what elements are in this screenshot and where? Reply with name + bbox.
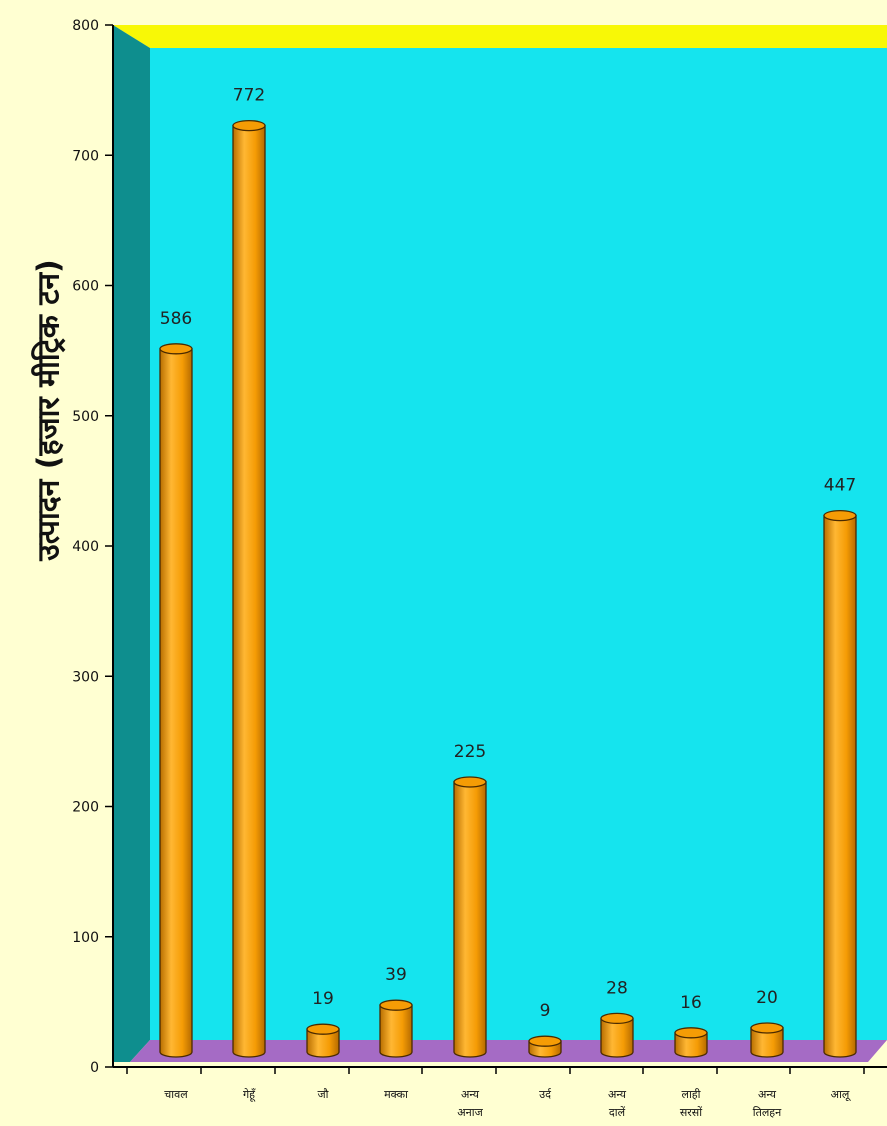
chart-top-band <box>113 25 887 48</box>
bar <box>674 1027 708 1058</box>
y-tick-label: 500 <box>72 409 99 425</box>
x-tick-label: उर्द <box>539 1088 552 1101</box>
bar <box>232 119 266 1058</box>
category-labels: चावल गेहूँ जौ मक्का अन्य अनाज उर्द अन्य दालें लाह… <box>164 1088 851 1119</box>
data-label: 772 <box>233 86 265 106</box>
x-tick-label: सरसों <box>680 1106 702 1119</box>
x-tick-label: अनाज <box>457 1106 483 1119</box>
y-tick-label: 800 <box>72 18 99 34</box>
data-label: 20 <box>756 988 778 1008</box>
data-label: 28 <box>606 978 628 998</box>
y-ticks: 0 100 200 300 400 500 600 700 800 <box>72 18 113 1076</box>
x-tick-label: जौ <box>317 1088 328 1101</box>
bar-cap <box>674 1027 708 1039</box>
data-label: 39 <box>385 965 407 985</box>
y-tick-label: 600 <box>72 279 99 295</box>
bar-cap <box>379 999 413 1011</box>
bar <box>600 1012 634 1058</box>
x-tick-label: मक्का <box>384 1088 408 1101</box>
bar <box>823 509 857 1058</box>
bar-body <box>674 1032 708 1058</box>
data-label: 586 <box>160 309 192 329</box>
x-tick-label: आलू <box>831 1088 852 1102</box>
value-labels: 586 772 19 39 225 9 28 16 20 447 <box>160 86 856 1022</box>
bars <box>159 119 857 1058</box>
bar <box>528 1035 562 1058</box>
bar-cap <box>159 343 193 355</box>
bar-body <box>379 1004 413 1058</box>
bar-cap <box>232 119 266 132</box>
bar <box>379 999 413 1058</box>
bar-body <box>306 1028 340 1058</box>
bar-cap <box>600 1012 634 1025</box>
bar <box>453 776 487 1058</box>
data-label: 16 <box>680 993 702 1013</box>
x-tick-label: अन्य <box>461 1088 480 1101</box>
bar-cap <box>750 1022 784 1034</box>
y-tick-label: 700 <box>72 148 99 164</box>
x-tick-label: लाही <box>682 1088 701 1101</box>
x-ticks <box>126 1067 865 1074</box>
x-tick-label: गेहूँ <box>243 1088 256 1102</box>
bar-body <box>159 348 193 1058</box>
y-tick-label: 300 <box>72 669 99 685</box>
data-label: 9 <box>540 1001 551 1021</box>
bar-body <box>823 514 857 1058</box>
y-axis-label: उत्पादन (हजार मीट्रिक टन) <box>31 259 67 561</box>
data-label: 225 <box>454 742 486 762</box>
bar-body <box>750 1027 784 1058</box>
x-tick-label: दालें <box>609 1106 626 1119</box>
x-tick-label: अन्य <box>608 1088 627 1101</box>
bar-cap <box>528 1035 562 1047</box>
x-tick-label: चावल <box>164 1088 188 1101</box>
chart-back-wall <box>150 48 887 1040</box>
y-tick-label: 100 <box>72 930 99 946</box>
bar-cap <box>306 1023 340 1035</box>
y-tick-label: 200 <box>72 800 99 816</box>
chart-side-wall <box>113 25 150 1062</box>
bar-body <box>232 124 266 1058</box>
bar <box>750 1022 784 1058</box>
data-label: 19 <box>312 989 334 1009</box>
bar <box>306 1023 340 1058</box>
x-tick-label: अन्य <box>758 1088 777 1101</box>
bar-cap <box>453 776 487 788</box>
data-label: 447 <box>824 476 856 496</box>
y-tick-label: 0 <box>90 1060 99 1076</box>
bar-cap <box>823 509 857 522</box>
bar-body <box>453 781 487 1058</box>
bar <box>159 343 193 1058</box>
bar-body <box>600 1017 634 1058</box>
x-tick-label: तिलहन <box>753 1106 782 1119</box>
y-tick-label: 400 <box>72 539 99 555</box>
